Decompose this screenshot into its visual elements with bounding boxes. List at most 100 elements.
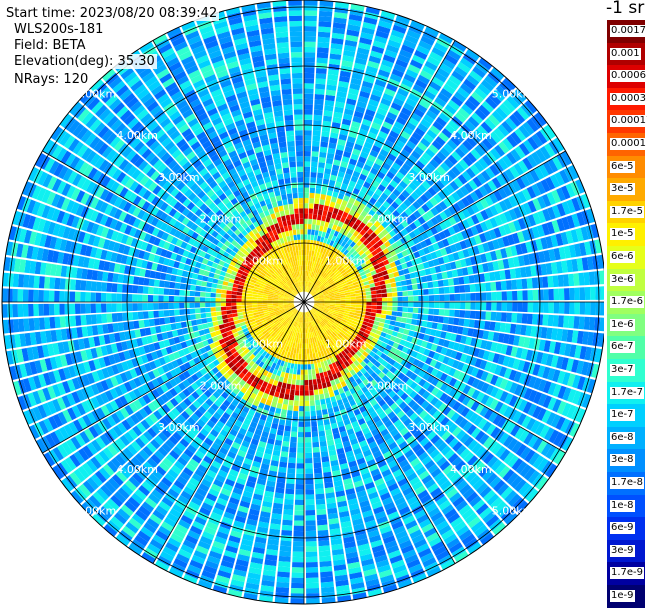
ppi-cell <box>313 314 318 319</box>
ppi-cell <box>226 310 233 315</box>
ppi-cell <box>396 264 403 271</box>
ppi-cell <box>361 324 368 330</box>
ppi-cell <box>371 305 377 310</box>
ppi-cell <box>203 328 210 335</box>
ppi-cell <box>279 456 288 463</box>
ppi-cell <box>435 520 449 531</box>
ppi-cell <box>333 432 341 440</box>
ppi-cell <box>294 321 298 327</box>
ppi-cell <box>296 468 304 474</box>
ppi-cell <box>502 258 510 269</box>
ppi-cell <box>379 148 389 158</box>
ppi-cell <box>317 47 329 54</box>
ppi-cell <box>421 363 430 372</box>
ppi-cell <box>421 455 432 466</box>
ppi-cell <box>484 207 494 219</box>
ppi-cell <box>321 597 336 604</box>
ppi-cell <box>498 366 508 378</box>
ppi-cell <box>249 373 256 381</box>
ppi-cell <box>194 468 206 478</box>
ppi-cell <box>345 278 352 283</box>
ppi-cell <box>66 379 76 392</box>
ppi-cell <box>493 190 503 202</box>
ppi-cell <box>241 495 252 504</box>
ppi-cell <box>354 262 361 268</box>
ppi-cell <box>361 335 368 342</box>
ppi-cell <box>318 21 332 28</box>
ppi-cell <box>443 208 453 218</box>
ppi-cell <box>449 472 461 484</box>
ppi-cell <box>304 119 313 126</box>
ppi-cell <box>471 378 480 389</box>
ppi-cell <box>373 235 381 243</box>
ppi-cell <box>381 306 388 311</box>
ppi-cell <box>581 193 591 209</box>
ppi-cell <box>42 402 52 417</box>
ppi-cell <box>348 254 354 260</box>
ppi-cell <box>173 558 188 569</box>
ppi-cell <box>381 415 390 424</box>
ppi-cell <box>318 204 324 211</box>
ppi-cell <box>370 50 383 59</box>
ppi-cell <box>264 359 271 366</box>
ppi-cell <box>361 444 370 453</box>
ppi-cell <box>235 383 243 391</box>
ppi-cell <box>449 492 462 504</box>
ppi-cell <box>547 397 557 411</box>
ppi-cell <box>390 487 401 497</box>
ppi-cell <box>431 140 443 151</box>
ppi-cell <box>43 418 54 433</box>
ppi-cell <box>329 240 335 247</box>
ppi-cell <box>366 294 372 299</box>
ppi-cell <box>500 312 507 322</box>
ppi-cell <box>246 305 253 308</box>
ppi-cell <box>315 280 320 286</box>
ppi-cell <box>300 312 303 318</box>
ppi-cell <box>208 488 220 498</box>
ppi-cell <box>47 400 57 415</box>
ppi-cell <box>464 284 471 293</box>
ppi-cell <box>412 573 427 584</box>
ppi-cell <box>456 404 466 415</box>
ppi-cell <box>304 203 309 209</box>
ppi-cell <box>212 391 221 399</box>
ppi-cell <box>470 148 481 160</box>
ppi-cell <box>227 361 235 369</box>
ppi-cell <box>269 406 276 413</box>
ppi-cell <box>249 318 256 323</box>
ppi-cell <box>181 327 189 335</box>
ppi-cell <box>173 417 183 428</box>
ppi-cell <box>310 358 314 365</box>
ppi-cell <box>317 167 325 174</box>
ppi-cell <box>77 338 85 350</box>
ppi-cell <box>325 330 331 336</box>
ppi-cell <box>365 242 373 250</box>
ppi-cell <box>110 412 121 424</box>
ppi-cell <box>132 425 143 437</box>
ppi-cell <box>475 403 485 415</box>
ppi-cell <box>178 391 187 401</box>
ppi-cell <box>207 386 216 395</box>
ppi-cell <box>430 226 439 235</box>
ppi-cell <box>522 157 533 171</box>
ppi-cell <box>268 308 274 312</box>
ppi-cell <box>459 310 466 318</box>
ppi-cell <box>325 336 330 343</box>
ppi-cell <box>481 100 495 113</box>
ppi-cell <box>504 393 514 405</box>
ppi-cell <box>449 302 455 309</box>
ppi-cell <box>283 377 288 384</box>
ppi-cell <box>402 549 417 559</box>
ppi-cell <box>306 338 309 344</box>
ppi-cell <box>495 281 502 291</box>
ppi-cell <box>584 346 592 361</box>
ppi-cell <box>380 428 390 437</box>
ppi-cell <box>413 108 425 118</box>
ppi-cell <box>191 454 202 464</box>
ppi-cell <box>115 534 130 547</box>
ppi-cell <box>340 297 346 300</box>
ppi-cell <box>384 355 392 363</box>
ppi-cell <box>259 516 270 524</box>
ppi-cell <box>581 257 589 271</box>
ppi-cell <box>196 319 203 325</box>
